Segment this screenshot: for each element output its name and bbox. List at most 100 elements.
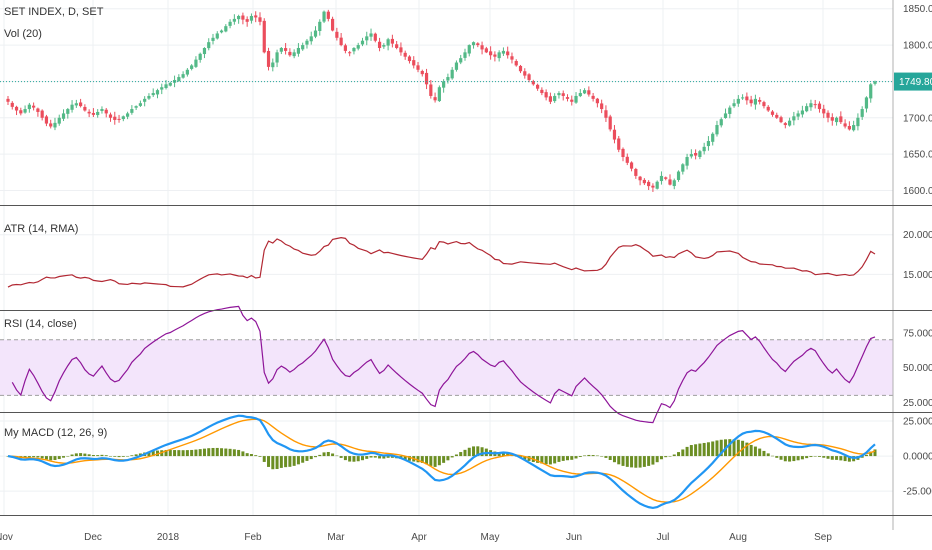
candle-body xyxy=(407,56,412,62)
macd-histogram-bar xyxy=(74,453,78,457)
candle-body xyxy=(284,48,288,51)
candle-body xyxy=(540,89,544,94)
candle-body xyxy=(10,102,14,107)
plot-area[interactable] xyxy=(0,9,893,510)
rsi-pane-label: RSI (14, close) xyxy=(4,318,77,330)
macd-histogram-bar xyxy=(57,456,61,460)
candle-body xyxy=(847,126,851,130)
macd-histogram-bar xyxy=(446,456,450,461)
macd-histogram-bar xyxy=(711,441,715,457)
candle-body xyxy=(121,116,125,120)
candle-body xyxy=(792,116,796,121)
macd-histogram-bar xyxy=(96,455,100,457)
candle-body xyxy=(591,95,595,99)
price-pane-title: SET INDEX, D, SET xyxy=(4,6,104,18)
price-tick-label: 1850.00 xyxy=(903,4,932,15)
price-tick-label: 1600.00 xyxy=(903,186,932,197)
macd-histogram-bar xyxy=(318,454,322,457)
candle-body xyxy=(711,133,715,142)
x-tick-label: 2018 xyxy=(157,532,180,543)
macd-histogram-bar xyxy=(800,456,804,460)
macd-histogram-bar xyxy=(36,456,40,458)
candle-body xyxy=(856,117,860,127)
candle-body xyxy=(531,81,535,85)
macd-tick-label: 25.0000 xyxy=(903,417,932,428)
macd-histogram-bar xyxy=(284,456,288,468)
candle-body xyxy=(61,113,66,119)
price-tick-label: 1650.00 xyxy=(903,150,932,161)
last-price-tag xyxy=(894,72,932,91)
macd-histogram-bar xyxy=(190,449,194,457)
macd-histogram-bar xyxy=(177,450,181,457)
candle-body xyxy=(826,112,830,118)
macd-histogram-bar xyxy=(32,456,36,458)
macd-histogram-bar xyxy=(326,451,330,457)
candle-body xyxy=(587,90,591,95)
macd-histogram-bar xyxy=(625,456,629,467)
macd-histogram-bar xyxy=(694,444,698,457)
candle-body xyxy=(600,103,604,110)
macd-histogram-bar xyxy=(151,451,155,457)
candle-body xyxy=(49,123,53,127)
macd-histogram-bar xyxy=(100,454,104,457)
candle-body xyxy=(356,45,360,49)
macd-histogram-bar xyxy=(600,456,604,457)
candle-body xyxy=(262,20,266,53)
candle-body xyxy=(305,40,309,45)
macd-histogram-bar xyxy=(621,456,625,466)
candle-body xyxy=(655,181,659,189)
macd-histogram-bar xyxy=(198,449,202,457)
candle-body xyxy=(523,71,527,76)
macd-histogram-bar xyxy=(830,456,834,460)
rsi-line xyxy=(11,305,876,424)
candle-body xyxy=(510,56,514,60)
macd-histogram-bar xyxy=(185,450,189,457)
macd-histogram-bar xyxy=(425,456,429,465)
candle-body xyxy=(565,97,570,99)
macd-histogram-bar xyxy=(634,456,638,468)
candle-body xyxy=(322,11,326,22)
macd-histogram-bar xyxy=(335,455,339,457)
candle-body xyxy=(869,84,873,99)
macd-histogram-bar xyxy=(194,449,198,457)
macd-histogram-bar xyxy=(544,456,548,465)
candle-body xyxy=(544,92,548,98)
candle-body xyxy=(313,30,318,37)
candle-body xyxy=(723,113,728,118)
macd-histogram-bar xyxy=(292,456,296,466)
macd-histogram-bar xyxy=(121,456,125,457)
macd-histogram-bar xyxy=(540,456,544,464)
macd-histogram-bar xyxy=(681,449,685,457)
candle-body xyxy=(741,97,745,99)
candle-body xyxy=(27,104,31,110)
macd-histogram-bar xyxy=(685,446,689,457)
candle-body xyxy=(164,84,168,89)
macd-histogram-bar xyxy=(168,450,172,457)
macd-histogram-bar xyxy=(309,456,313,460)
macd-histogram-bar xyxy=(813,456,817,457)
candle-body xyxy=(664,177,668,179)
macd-histogram-bar xyxy=(608,456,612,461)
candle-body xyxy=(352,47,356,52)
macd-histogram-bar xyxy=(796,456,800,461)
x-tick-label: Apr xyxy=(411,532,427,543)
macd-histogram-bar xyxy=(557,456,561,462)
candle-body xyxy=(681,164,685,172)
macd-histogram-bar xyxy=(719,439,723,457)
macd-histogram-bar xyxy=(805,456,809,459)
macd-tick-label: 0.0000 xyxy=(903,452,932,463)
macd-histogram-bar xyxy=(386,456,390,458)
candle-body xyxy=(561,93,565,96)
candle-body xyxy=(864,97,869,109)
macd-histogram-bar xyxy=(583,455,587,457)
macd-histogram-bar xyxy=(79,453,83,457)
macd-histogram-bar xyxy=(348,456,352,462)
candle-body xyxy=(582,90,587,94)
macd-histogram-bar xyxy=(617,456,621,465)
candle-body xyxy=(181,74,185,78)
candle-body xyxy=(228,21,232,26)
candle-body xyxy=(689,154,693,157)
candle-body xyxy=(484,48,488,53)
candle-body xyxy=(96,111,100,116)
